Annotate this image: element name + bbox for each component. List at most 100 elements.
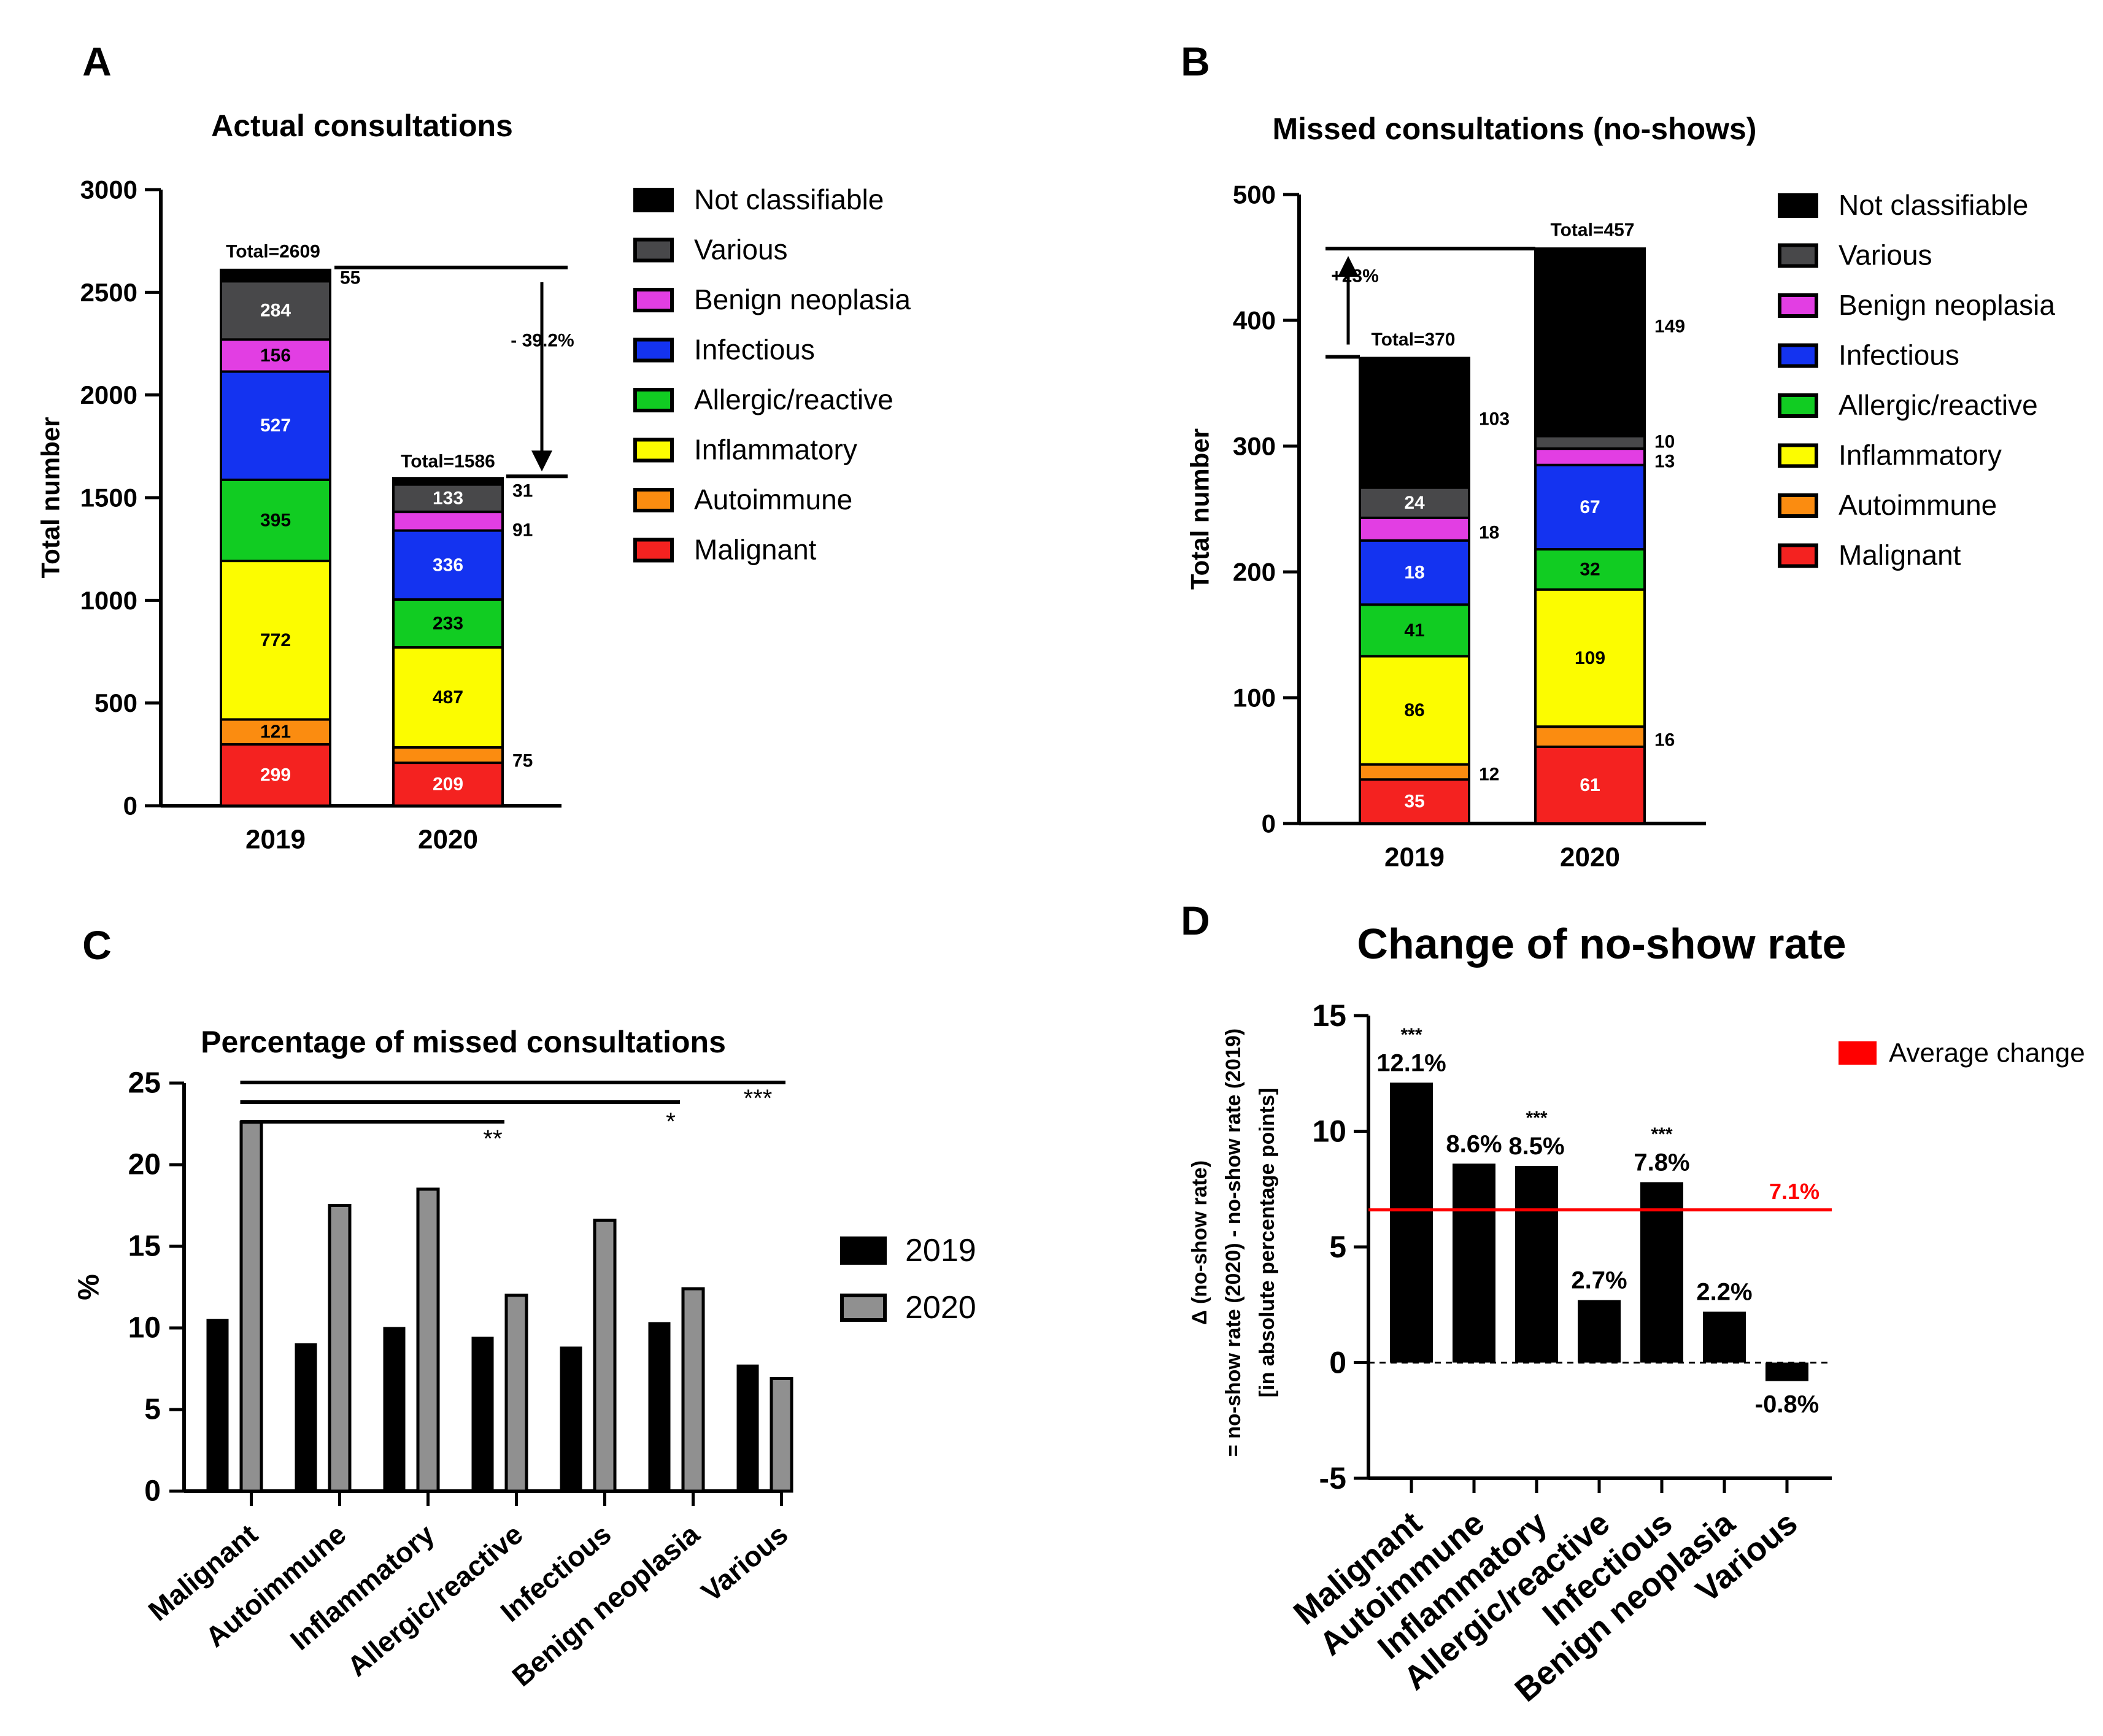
panel-a-bar-2019-not-classifiable [220, 268, 331, 283]
panel-d-y-axis-label-2: [in absolute percentage points] [1256, 1088, 1279, 1397]
panel-b-bar-2020-malignant [1534, 745, 1646, 825]
panel-d-value-label-infectious: 7.8% [1634, 1149, 1689, 1176]
panel-c-bar-2019-inflammatory [383, 1327, 406, 1492]
panel-d-value-label-inflammatory: 8.5% [1508, 1133, 1564, 1160]
panel-b-total-label-2019: Total=370 [1371, 330, 1455, 350]
panel-d-y-tick-label: 15 [1312, 998, 1346, 1033]
panel-a-y-tick-label: 1500 [80, 484, 137, 512]
panel-b-y-tick-label: 500 [1233, 180, 1276, 209]
panel-b-data-label-2020-infectious: 67 [1580, 497, 1600, 517]
panel-d-stars-malignant: *** [1400, 1025, 1422, 1045]
panel-d-y-tick-label: 5 [1329, 1230, 1346, 1264]
panel-b-legend-swatch-various [1778, 243, 1818, 268]
panel-b-data-label-2020-not-classifiable: 149 [1654, 317, 1685, 337]
panel-c-significance-stars-2: *** [744, 1085, 773, 1112]
panel-c-legend-swatch-2019 [840, 1236, 887, 1265]
panel-label-d: D [1181, 898, 1210, 943]
panel-b-y-axis-label: Total number [1186, 428, 1214, 590]
panel-d-bar-allergic-reactive [1578, 1300, 1621, 1363]
panel-d-value-label-autoimmune: 8.6% [1446, 1130, 1502, 1157]
panel-a-title: Actual consultations [211, 109, 513, 143]
panel-b-data-label-2019-infectious: 18 [1404, 563, 1424, 583]
panel-d-legend-swatch-average [1839, 1041, 1877, 1065]
panel-c-y-tick-label: 0 [144, 1475, 161, 1508]
panel-a-legend-label-benign-neoplasia: Benign neoplasia [694, 284, 911, 315]
panel-c-bar-2020-inflammatory [416, 1187, 440, 1493]
panel-a-data-label-2019-various: 284 [260, 300, 291, 320]
panel-b-legend-label-inflammatory: Inflammatory [1839, 439, 2002, 471]
panel-d-y-tick-label: -5 [1319, 1461, 1346, 1495]
panel-a-y-tick-label: 0 [123, 792, 137, 820]
panel-a-legend-label-malignant: Malignant [694, 534, 817, 566]
panel-a-y-tick-label: 500 [95, 689, 137, 717]
panel-b-bar-2020-benign-neoplasia [1534, 447, 1646, 466]
panel-a-data-label-2020-benign-neoplasia: 91 [512, 520, 533, 541]
panel-b-legend-swatch-malignant [1778, 543, 1818, 568]
panel-a-legend-label-infectious: Infectious [694, 334, 815, 366]
panel-b-x-tick-label-2020: 2020 [1560, 843, 1620, 873]
panel-b-change-arrowhead [1338, 256, 1359, 277]
panel-a-y-axis-label: Total number [36, 417, 65, 579]
panel-a-data-label-2019-infectious: 527 [260, 415, 291, 436]
panel-b-data-label-2020-allergic-reactive: 32 [1580, 559, 1600, 579]
panel-c-y-tick-label: 15 [128, 1230, 161, 1263]
panel-b-data-label-2019-allergic-reactive: 41 [1404, 620, 1424, 641]
panel-d-y-axis-label-1: = no-show rate (2020) - no-show rate (20… [1222, 1028, 1245, 1457]
panel-a-legend-swatch-inflammatory [633, 438, 674, 463]
panel-a-bar-2019-autoimmune [220, 718, 331, 746]
panel-a-legend-swatch-benign-neoplasia [633, 288, 674, 312]
panel-b-data-label-2019-not-classifiable: 103 [1479, 409, 1510, 430]
panel-b-data-label-2020-various: 10 [1654, 432, 1675, 452]
panel-a-data-label-2020-not-classifiable: 31 [512, 481, 533, 501]
panel-a-legend-swatch-allergic-reactive [633, 388, 674, 412]
panel-c-title: Percentage of missed consultations [201, 1025, 726, 1059]
panel-b-data-label-2020-inflammatory: 109 [1575, 648, 1605, 668]
panel-c-bar-2020-autoimmune [328, 1204, 352, 1493]
panel-c-significance-stars-1: * [666, 1108, 676, 1135]
panel-d-bar-various [1765, 1362, 1808, 1381]
panel-a-data-label-2019-inflammatory: 772 [260, 630, 291, 650]
panel-d-value-label-various: -0.8% [1755, 1391, 1819, 1418]
panel-b-y-tick-label: 300 [1233, 432, 1276, 461]
panel-a-data-label-2020-autoimmune: 75 [512, 751, 533, 771]
panel-b-bar-2020-inflammatory [1534, 588, 1646, 728]
panel-b-legend-swatch-infectious [1778, 343, 1818, 368]
panel-a-legend-swatch-malignant [633, 538, 674, 563]
panel-b-legend-label-autoimmune: Autoimmune [1839, 489, 1997, 521]
panel-label-c: C [82, 922, 112, 968]
panel-d-bar-malignant [1390, 1082, 1433, 1363]
panel-a-bar-2020-autoimmune [392, 746, 504, 765]
panel-b-data-label-2019-malignant: 35 [1404, 792, 1424, 812]
panel-c-significance-stars-0: ** [483, 1125, 502, 1152]
panel-a-bar-2020-inflammatory [392, 646, 504, 749]
panel-c-y-tick-label: 5 [144, 1394, 161, 1426]
panel-b-legend-label-infectious: Infectious [1839, 339, 1959, 371]
panel-c-y-tick-label: 20 [128, 1149, 161, 1181]
panel-a-data-label-2020-malignant: 209 [433, 774, 463, 795]
panel-c-bar-2020-allergic-reactive [504, 1294, 528, 1493]
panel-b-bar-2020-allergic-reactive [1534, 548, 1646, 591]
panel-b-y-tick-label: 0 [1262, 809, 1276, 838]
panel-c-bar-2019-malignant [206, 1319, 229, 1492]
panel-d-average-label: 7.1% [1769, 1179, 1819, 1204]
panel-label-b: B [1181, 39, 1210, 84]
panel-b-bar-2019-inflammatory [1359, 655, 1470, 766]
panel-c-bar-2019-benign-neoplasia [648, 1322, 671, 1492]
panel-b-bar-2020-not-classifiable [1534, 247, 1646, 438]
panel-a-data-label-2019-not-classifiable: 55 [340, 268, 360, 288]
panel-d-legend-label-average: Average change [1889, 1038, 2085, 1068]
panel-b-y-tick-label: 100 [1233, 684, 1276, 712]
panel-a-change-label: - 39.2% [511, 331, 574, 351]
panel-b-y-tick-label: 200 [1233, 558, 1276, 587]
panel-c-bar-2020-malignant [239, 1121, 263, 1493]
panel-d-value-label-allergic-reactive: 2.7% [1571, 1267, 1627, 1294]
panel-b-data-label-2019-benign-neoplasia: 18 [1479, 523, 1499, 543]
panel-d-bar-inflammatory [1515, 1166, 1558, 1363]
panel-label-a: A [82, 39, 112, 84]
panel-c-legend-label-2019: 2019 [905, 1233, 976, 1268]
panel-b-total-label-2020: Total=457 [1550, 220, 1634, 241]
panel-b-bar-2019-malignant [1359, 778, 1470, 825]
panel-a-data-label-2019-benign-neoplasia: 156 [260, 345, 291, 366]
panel-a-legend-label-inflammatory: Inflammatory [694, 434, 857, 466]
panel-b-legend-swatch-not-classifiable [1778, 193, 1818, 218]
